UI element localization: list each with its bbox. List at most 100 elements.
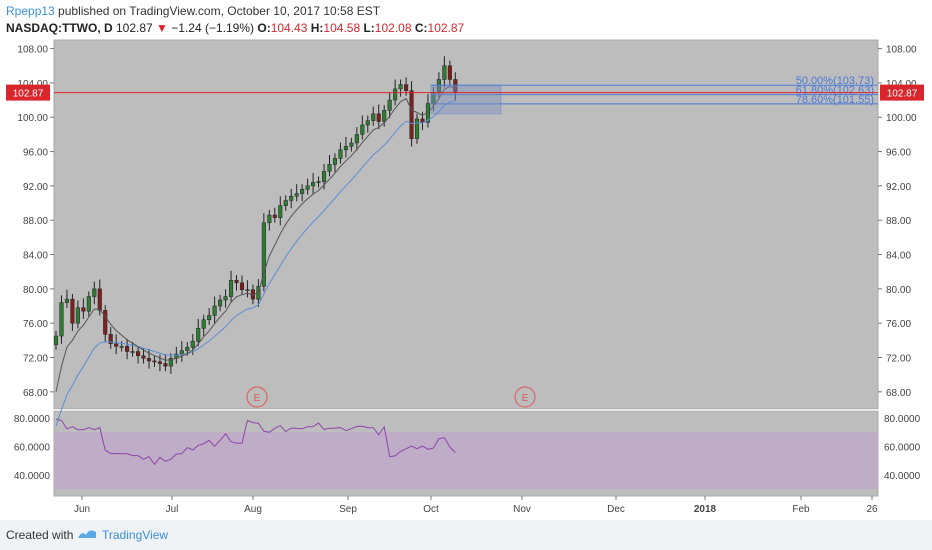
last-price-label-left: 102.87 (13, 89, 44, 100)
rsi-band (54, 432, 878, 489)
candle-body (404, 84, 409, 91)
publish-text: published on TradingView.com, October 10… (54, 4, 381, 18)
candle-body (327, 164, 332, 172)
last-price-tag-left (6, 84, 50, 101)
rsi-tick-label-left: 60.0000 (14, 442, 51, 453)
tradingview-link[interactable]: TradingView (102, 528, 169, 542)
candle-body (272, 214, 277, 218)
high-value: 104.58 (323, 21, 361, 35)
y-tick-label-left: 68.00 (23, 388, 48, 399)
candle-body (332, 158, 338, 165)
candle-body (349, 142, 354, 147)
candle-body (387, 99, 392, 111)
fib-box (430, 84, 502, 115)
x-tick-label: Feb (792, 504, 810, 515)
candle-body (354, 134, 359, 144)
candle-body (393, 88, 398, 101)
rsi-tick-label-right: 80.0000 (884, 414, 921, 425)
y-tick-label-right: 68.00 (886, 388, 911, 399)
candle-body (228, 280, 234, 297)
candle-body (185, 346, 190, 351)
candle-body (64, 298, 69, 303)
earnings-marker-label: E (254, 393, 261, 404)
earnings-marker (514, 386, 536, 408)
candle-body (398, 84, 403, 90)
y-tick-label-right: 88.00 (886, 216, 911, 227)
candle-body (321, 171, 327, 182)
candle-body (136, 351, 141, 357)
y-tick-label-left: 92.00 (23, 182, 48, 193)
open-label: O: (257, 21, 271, 35)
footer-bar: Created with TradingView (0, 520, 932, 550)
candle-body (53, 335, 59, 345)
chart-area[interactable]: 108.00 108.00 104.00 104.00 100.00 100.00 96.0… (0, 0, 932, 520)
candle-body (414, 118, 420, 139)
x-tick-label: Aug (244, 504, 262, 515)
price-pane (53, 39, 879, 410)
y-tick-label-right: 72.00 (886, 354, 911, 365)
low-label: L: (363, 21, 375, 35)
candle-body (447, 65, 452, 80)
candle-body (360, 124, 365, 135)
y-tick-label-left: 104.00 (17, 79, 48, 90)
candle-body (146, 358, 152, 362)
close-value: 102.87 (427, 21, 465, 35)
x-tick-label: Sep (339, 504, 357, 515)
low-value: 102.08 (374, 21, 412, 35)
last-price: 102.87 (116, 21, 153, 35)
close-label: C: (414, 21, 428, 35)
symbol-label: NASDAQ:TTWO, D (6, 21, 113, 35)
candle-body (70, 298, 75, 324)
candle-body (130, 351, 135, 353)
candle-body (59, 302, 64, 337)
candle-body (305, 185, 310, 190)
symbol-info: NASDAQ:TTWO, D 102.87 ▼ −1.24 (−1.19%) O… (6, 21, 464, 35)
candle-body (114, 343, 119, 347)
tradingview-logo-icon[interactable] (76, 526, 98, 545)
fib-level-label: 78.60%(101.55) (796, 94, 874, 106)
rsi-tick-label-left: 40.0000 (14, 471, 51, 482)
candle-body (442, 65, 447, 80)
fib-level-label: 50.00%(103.73) (796, 75, 874, 87)
publish-info: Rpepp13 published on TradingView.com, Oc… (6, 4, 380, 18)
y-tick-label-right: 108.00 (886, 45, 917, 56)
y-tick-label-left: 96.00 (23, 148, 48, 159)
author-name[interactable]: Rpepp13 (6, 4, 55, 18)
down-arrow-icon: ▼ (156, 21, 168, 35)
candle-body (300, 189, 305, 194)
y-tick-label-left: 72.00 (23, 354, 48, 365)
candle-body (157, 361, 162, 364)
candle-body (343, 146, 348, 151)
last-price-label-right: 102.87 (887, 89, 918, 100)
price-chart[interactable]: 108.00 108.00 104.00 104.00 100.00 100.00 96.0… (0, 0, 932, 520)
rsi-line (55, 418, 456, 466)
rsi-tick-label-right: 40.0000 (884, 471, 921, 482)
y-tick-label-left: 88.00 (23, 216, 48, 227)
candle-body (97, 288, 102, 311)
candle-body (371, 113, 376, 121)
candle-body (86, 296, 91, 312)
candle-body (223, 296, 228, 301)
y-tick-label-right: 92.00 (886, 182, 911, 193)
y-tick-label-right: 100.00 (886, 113, 917, 124)
candle-body (92, 288, 97, 297)
x-tick-label: Jul (166, 504, 179, 515)
earnings-marker (246, 386, 268, 408)
y-tick-label-right: 96.00 (886, 148, 911, 159)
candle-body (338, 149, 343, 159)
candle-body (245, 289, 250, 291)
x-tick-label: Jun (74, 504, 90, 515)
candle-body (311, 182, 316, 187)
fib-retracement: 50.00%(103.73)61.80%(102.63)78.60%(101.5… (430, 75, 878, 115)
open-value: 104.43 (270, 21, 308, 35)
candle-body (103, 310, 108, 335)
price-change: −1.24 (−1.19%) (171, 21, 255, 35)
y-tick-label-left: 76.00 (23, 319, 48, 330)
candle-body (81, 307, 86, 312)
y-tick-label-right: 76.00 (886, 319, 911, 330)
y-tick-label-right: 84.00 (886, 251, 911, 262)
candle-body (278, 205, 283, 218)
candle-body (168, 358, 173, 367)
y-tick-label-left: 84.00 (23, 251, 48, 262)
x-tick-label: 26 (866, 504, 878, 515)
